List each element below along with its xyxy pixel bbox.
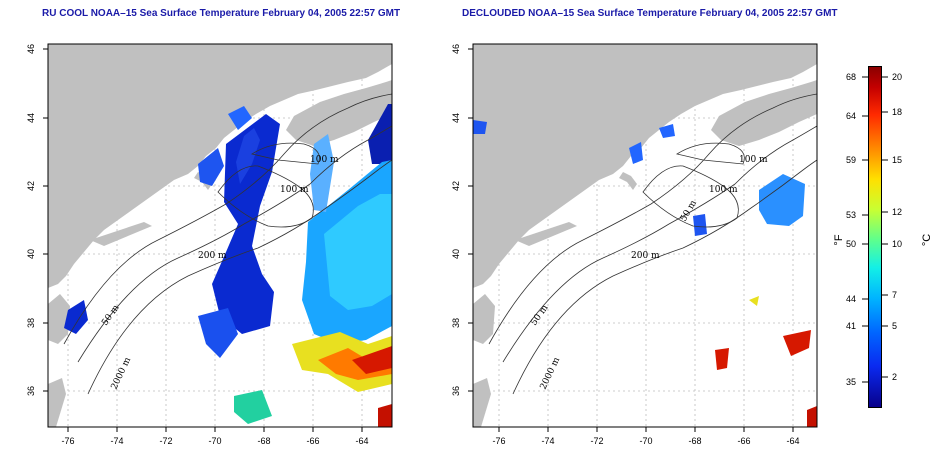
lon-tick-label: -64 — [786, 436, 799, 446]
sst-cyan-field — [302, 134, 392, 344]
contour-label-100m-north: 100 m — [739, 155, 768, 165]
right-map-title: DECLOUDED NOAA–15 Sea Surface Temperatur… — [462, 8, 838, 19]
lat-tick-label: 40 — [451, 249, 461, 259]
celsius-tick-label: 15 — [892, 155, 902, 165]
lon-tick-label: -74 — [541, 436, 554, 446]
long-island — [90, 222, 152, 246]
contour-label-100m-center: 100 m — [709, 185, 738, 195]
lat-tick-label: 46 — [26, 44, 36, 54]
fahrenheit-tick-label: 35 — [846, 377, 856, 387]
land-mass — [473, 44, 817, 288]
delmarva — [473, 294, 495, 344]
lat-tick-label: 38 — [26, 318, 36, 328]
sst-patches — [473, 120, 817, 427]
celsius-unit-label: °C — [921, 234, 933, 246]
lat-axis — [468, 48, 473, 392]
fahrenheit-tick-label: 59 — [846, 155, 856, 165]
lon-tick-label: -74 — [110, 436, 123, 446]
lon-tick-label: -72 — [590, 436, 603, 446]
lon-tick-label: -72 — [159, 436, 172, 446]
celsius-tick-label: 20 — [892, 72, 902, 82]
colorbar-scale: 68 64 59 53 50 44 41 35 20 18 15 12 10 7… — [833, 72, 933, 387]
left-map-title: RU COOL NOAA–15 Sea Surface Temperature … — [42, 8, 401, 19]
celsius-tick-label: 10 — [892, 239, 902, 249]
celsius-tick-label: 2 — [892, 372, 897, 382]
lat-tick-label: 38 — [451, 318, 461, 328]
lon-tick-label: -66 — [306, 436, 319, 446]
celsius-tick-label: 12 — [892, 207, 902, 217]
lon-tick-label: -70 — [639, 436, 652, 446]
lon-tick-label: -76 — [61, 436, 74, 446]
bathymetry-contours — [488, 93, 818, 395]
contour-label-100m-north: 100 m — [310, 155, 339, 165]
declouded-sst-map: 100 m 100 m 50 m 200 m 50 m 2000 m -76 -… — [451, 43, 818, 446]
lat-axis — [43, 48, 48, 392]
lat-tick-label: 46 — [451, 44, 461, 54]
contour-label-200m: 200 m — [631, 251, 660, 261]
lat-tick-label: 40 — [26, 249, 36, 259]
celsius-tick-label: 18 — [892, 107, 902, 117]
lat-tick-label: 44 — [451, 113, 461, 123]
fahrenheit-tick-label: 50 — [846, 239, 856, 249]
contour-label-200m: 200 m — [198, 251, 227, 261]
bathymetry-contours — [63, 93, 393, 395]
lon-tick-label: -70 — [208, 436, 221, 446]
map-frame — [472, 43, 818, 428]
celsius-tick-label: 5 — [892, 321, 897, 331]
fahrenheit-tick-label: 44 — [846, 294, 856, 304]
lon-tick-label: -76 — [492, 436, 505, 446]
map-frame — [47, 43, 393, 428]
fahrenheit-tick-label: 41 — [846, 321, 856, 331]
land-mass — [48, 44, 392, 288]
sst-blue-patches — [64, 104, 392, 358]
contour-label-100m-center: 100 m — [280, 185, 309, 195]
lon-axis — [67, 427, 363, 432]
fahrenheit-unit-label: °F — [833, 234, 845, 245]
lat-tick-label: 42 — [26, 181, 36, 191]
lon-tick-label: -68 — [257, 436, 270, 446]
delmarva — [48, 294, 70, 344]
raw-sst-map: 100 m 100 m 200 m 50 m 2000 m -76 -74 -7… — [26, 43, 393, 446]
lat-tick-label: 44 — [26, 113, 36, 123]
lat-tick-label: 42 — [451, 181, 461, 191]
fahrenheit-tick-label: 64 — [846, 111, 856, 121]
outer-banks — [48, 378, 66, 427]
long-island — [515, 222, 577, 246]
nova-scotia — [711, 80, 817, 146]
sst-warm-patches — [234, 332, 392, 427]
nova-scotia — [286, 80, 392, 146]
lon-axis — [498, 427, 794, 432]
outer-banks — [473, 378, 491, 427]
lon-tick-label: -66 — [737, 436, 750, 446]
cape-cod — [619, 172, 637, 190]
lon-tick-label: -68 — [688, 436, 701, 446]
lat-tick-label: 36 — [26, 386, 36, 396]
celsius-tick-label: 7 — [892, 290, 897, 300]
fahrenheit-tick-label: 53 — [846, 210, 856, 220]
temperature-colorbar — [868, 66, 882, 408]
fahrenheit-tick-label: 68 — [846, 72, 856, 82]
lon-tick-label: -64 — [355, 436, 368, 446]
lat-tick-label: 36 — [451, 386, 461, 396]
